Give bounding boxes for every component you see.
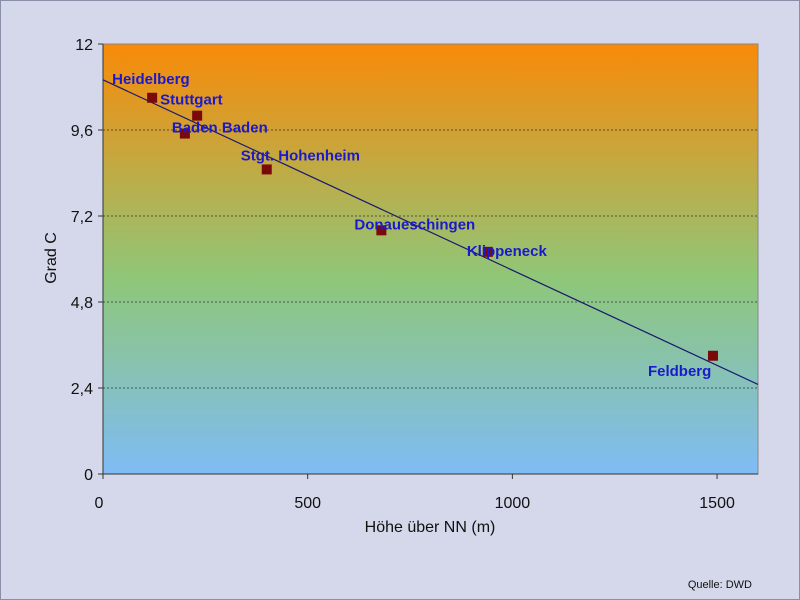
source-note: Quelle: DWD xyxy=(688,579,752,591)
x-tick-label: 1500 xyxy=(699,495,735,512)
y-tick-label: 4,8 xyxy=(71,295,93,312)
point-label: Klippeneck xyxy=(467,243,548,260)
data-point xyxy=(192,110,203,121)
data-point xyxy=(147,92,158,103)
point-label: Stuttgart xyxy=(160,92,223,109)
plot-area xyxy=(102,43,759,475)
x-tick-label: 1000 xyxy=(495,495,531,512)
data-point xyxy=(482,246,493,257)
y-tick-label: 0 xyxy=(84,467,93,484)
y-tick-label: 9,6 xyxy=(71,123,93,140)
data-point xyxy=(376,225,387,236)
x-axis-title: Höhe über NN (m) xyxy=(365,519,496,536)
point-label: Stgt. Hohenheim xyxy=(241,147,360,164)
y-tick-label: 7,2 xyxy=(71,209,93,226)
trendline xyxy=(102,79,759,385)
point-label: Baden Baden xyxy=(172,120,268,137)
x-tick-label: 0 xyxy=(95,495,104,512)
y-tick-label: 2,4 xyxy=(71,381,93,398)
data-point xyxy=(179,128,190,139)
point-label: Feldberg xyxy=(648,363,711,380)
y-axis-title: Grad C xyxy=(43,232,60,284)
data-point xyxy=(261,164,272,175)
point-label: Heidelberg xyxy=(112,71,190,88)
y-tick-label: 12 xyxy=(75,37,93,54)
x-tick-label: 500 xyxy=(294,495,321,512)
point-label: Donaueschingen xyxy=(354,216,475,233)
data-point xyxy=(707,350,718,361)
